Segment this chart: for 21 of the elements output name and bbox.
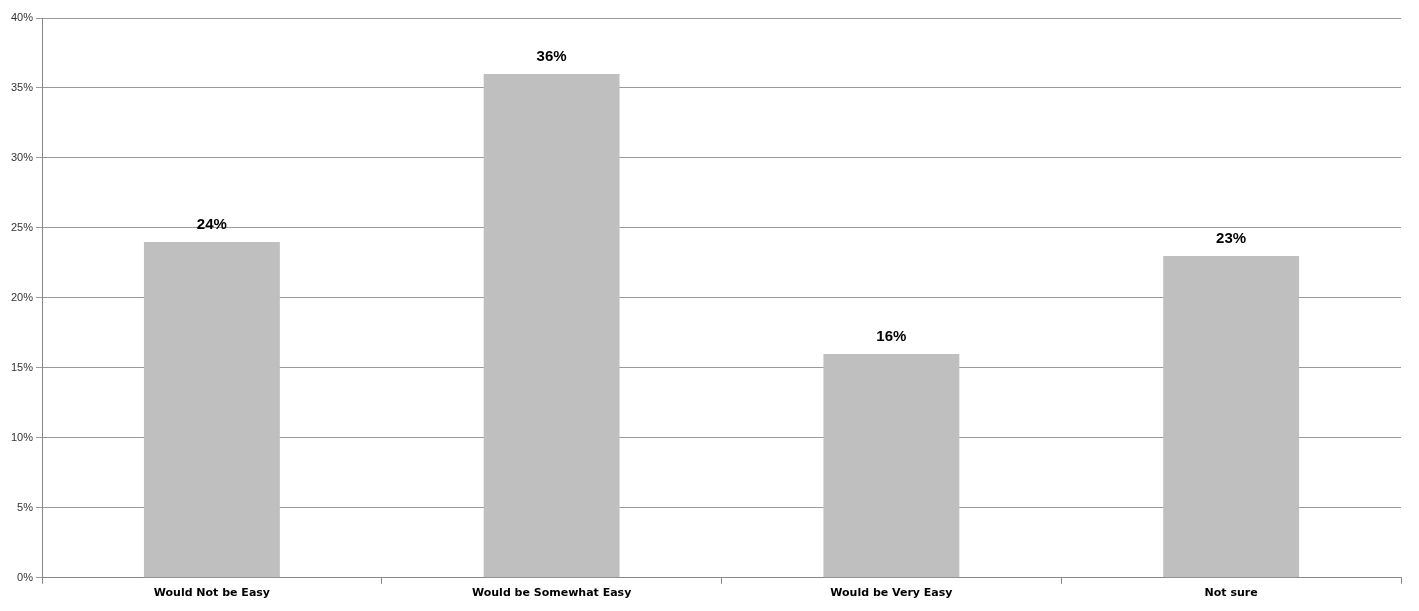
data-label: 23% bbox=[1216, 228, 1247, 246]
bar bbox=[1163, 255, 1300, 578]
data-label: 24% bbox=[196, 214, 227, 232]
data-label: 36% bbox=[536, 46, 567, 64]
x-tick-label: Would Not be Easy bbox=[153, 586, 271, 600]
data-label: 16% bbox=[876, 326, 907, 344]
y-tick-label: 40% bbox=[10, 11, 34, 24]
x-tick-label: Would be Somewhat Easy bbox=[471, 586, 632, 600]
y-tick-label: 10% bbox=[10, 430, 34, 443]
bar bbox=[143, 241, 280, 578]
bar bbox=[823, 353, 960, 578]
y-tick-label: 20% bbox=[10, 290, 34, 303]
y-tick-label: 15% bbox=[10, 360, 34, 373]
y-tick-label: 0% bbox=[17, 570, 34, 583]
x-tick-label: Would be Very Easy bbox=[830, 586, 953, 600]
y-tick-label: 25% bbox=[10, 220, 34, 233]
bar bbox=[483, 73, 620, 578]
y-tick-label: 30% bbox=[10, 150, 34, 163]
x-tick-label: Not sure bbox=[1204, 586, 1258, 600]
y-tick-label: 35% bbox=[10, 81, 34, 94]
y-tick-label: 5% bbox=[17, 500, 34, 513]
